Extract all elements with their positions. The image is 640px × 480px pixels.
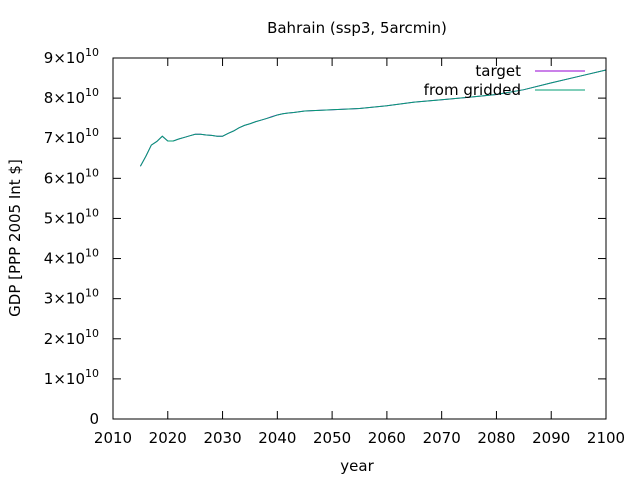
x-tick-label: 2060 xyxy=(368,429,406,447)
x-tick-label: 2080 xyxy=(477,429,515,447)
plot-area-border xyxy=(112,57,607,420)
x-tick-label: 2050 xyxy=(313,429,351,447)
x-tick-label: 2010 xyxy=(94,429,132,447)
y-axis-label: GDP [PPP 2005 Int $] xyxy=(6,159,24,317)
y-tick-exponent: 10 xyxy=(85,287,99,300)
y-tick-exponent: 10 xyxy=(85,206,99,219)
y-axis-ticks: 0 1×1010 2×1010 3×1010 4×1010 5×1010 6×1010 7×1… xyxy=(44,46,606,428)
x-tick-label: 2070 xyxy=(423,429,461,447)
chart-title: Bahrain (ssp3, 5arcmin) xyxy=(267,19,447,37)
x-tick-label: 2030 xyxy=(203,429,241,447)
y-tick-label: 1×1010 xyxy=(44,367,99,388)
y-tick-exponent: 10 xyxy=(85,327,99,340)
y-tick-exponent: 10 xyxy=(85,367,99,380)
y-tick-label: 3×1010 xyxy=(44,287,99,308)
y-tick-label: 6×1010 xyxy=(44,166,99,187)
y-tick-label: 8×1010 xyxy=(44,86,99,107)
y-tick-label: 9×1010 xyxy=(44,46,99,67)
x-tick-label: 2040 xyxy=(258,429,296,447)
x-tick-label: 2100 xyxy=(587,429,625,447)
y-tick-exponent: 10 xyxy=(85,86,99,99)
legend-label-from-gridded: from gridded xyxy=(424,81,521,99)
y-tick-label: 2×1010 xyxy=(44,327,99,348)
legend: target from gridded xyxy=(424,62,585,99)
series-layer xyxy=(139,69,607,167)
y-tick-exponent: 10 xyxy=(85,247,99,260)
y-tick-label: 0 xyxy=(89,410,99,428)
x-tick-label: 2090 xyxy=(532,429,570,447)
series-line-target xyxy=(139,69,607,167)
y-tick-label: 4×1010 xyxy=(44,247,99,268)
y-tick-label: 7×1010 xyxy=(44,126,99,147)
x-tick-label: 2020 xyxy=(149,429,187,447)
x-axis-label: year xyxy=(340,457,374,475)
y-tick-exponent: 10 xyxy=(85,46,99,59)
y-tick-exponent: 10 xyxy=(85,166,99,179)
series-line-from-gridded xyxy=(139,69,607,167)
x-axis-ticks: 2010 2020 2030 2040 2050 2060 2070 2080 2090 2100 xyxy=(94,58,625,447)
y-tick-label: 5×1010 xyxy=(44,206,99,227)
y-tick-exponent: 10 xyxy=(85,126,99,139)
legend-label-target: target xyxy=(475,62,521,80)
